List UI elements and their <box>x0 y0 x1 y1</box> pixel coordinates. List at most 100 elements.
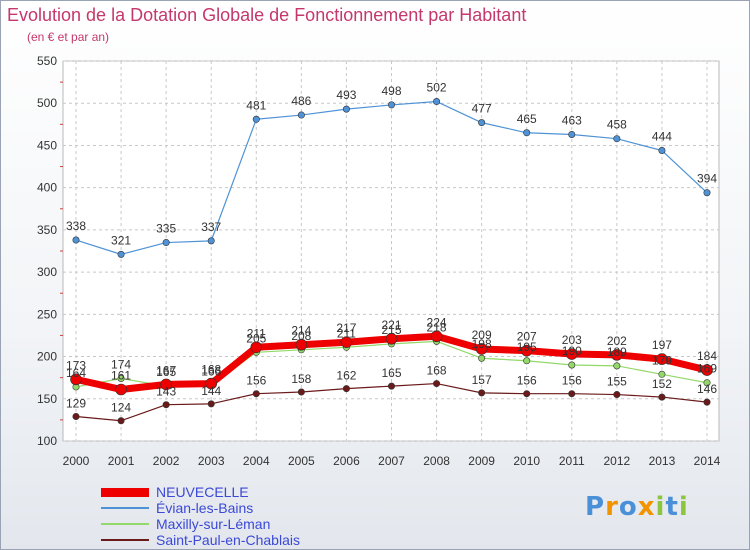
data-point <box>703 379 711 387</box>
data-point <box>252 390 260 398</box>
data-label: 493 <box>336 88 356 102</box>
legend-label: Maxilly-sur-Léman <box>156 516 271 532</box>
data-point <box>568 130 576 138</box>
x-tick-label: 2005 <box>288 454 315 468</box>
data-label: 202 <box>607 334 627 348</box>
data-point <box>205 377 218 390</box>
data-label: 481 <box>246 98 266 112</box>
data-label: 158 <box>291 372 311 386</box>
data-label: 164 <box>66 366 86 380</box>
data-point <box>565 348 578 360</box>
data-point <box>342 105 350 113</box>
data-point <box>658 370 666 378</box>
x-tick-label: 2010 <box>513 454 540 468</box>
x-tick-label: 2002 <box>153 454 180 468</box>
data-label: 168 <box>427 364 447 378</box>
data-point <box>703 189 711 197</box>
data-point <box>117 417 125 425</box>
data-label: 156 <box>517 374 537 388</box>
logo-letter: P <box>585 492 606 522</box>
data-label: 144 <box>201 384 221 398</box>
x-tick-label: 2001 <box>108 454 135 468</box>
logo-letter: i <box>678 492 689 522</box>
data-label: 174 <box>111 358 131 372</box>
data-point <box>207 237 215 245</box>
data-label: 486 <box>291 94 311 108</box>
plot-area <box>62 60 720 442</box>
data-label: 169 <box>697 362 717 376</box>
data-label: 167 <box>156 363 176 377</box>
x-tick-label: 2000 <box>63 454 90 468</box>
data-point <box>613 362 621 370</box>
data-point <box>613 391 621 399</box>
data-point <box>703 398 711 406</box>
legend-label: NEUVECELLE <box>156 484 249 500</box>
data-point <box>523 357 531 365</box>
data-point <box>523 390 531 398</box>
data-point <box>656 353 668 365</box>
data-point <box>70 373 82 386</box>
data-label: 184 <box>697 349 717 363</box>
legend-label: Saint-Paul-en-Chablais <box>156 532 300 548</box>
data-point <box>658 147 666 155</box>
data-label: 338 <box>66 219 86 233</box>
data-label: 205 <box>246 331 266 345</box>
data-label: 162 <box>336 369 356 383</box>
data-label: 224 <box>427 315 447 329</box>
data-point <box>297 388 305 396</box>
data-label: 211 <box>247 326 266 340</box>
data-label: 179 <box>652 353 672 367</box>
data-point <box>387 101 395 109</box>
data-label: 146 <box>697 382 717 396</box>
data-point <box>475 343 488 355</box>
y-tick-label: 200 <box>37 350 57 364</box>
data-label: 217 <box>336 321 356 335</box>
data-point <box>340 336 353 349</box>
y-tick-label: 300 <box>37 265 57 279</box>
logo-letter: t <box>665 492 679 522</box>
data-point <box>478 354 486 362</box>
data-label: 477 <box>472 102 492 116</box>
data-label: 155 <box>607 375 627 389</box>
data-label: 143 <box>156 385 176 399</box>
data-point <box>385 333 398 345</box>
legend-swatch <box>101 523 149 525</box>
data-label: 161 <box>111 368 131 382</box>
logo-letter: o <box>618 492 638 522</box>
data-point <box>523 129 531 137</box>
data-label: 198 <box>472 337 492 351</box>
data-label: 498 <box>381 84 401 98</box>
data-point <box>297 111 305 119</box>
data-point <box>568 361 576 369</box>
data-point <box>115 383 127 396</box>
data-label: 321 <box>111 233 131 247</box>
data-point <box>478 119 486 127</box>
data-label: 165 <box>156 365 176 379</box>
data-label: 157 <box>472 373 492 387</box>
data-label: 197 <box>652 338 672 352</box>
data-point <box>430 330 443 343</box>
x-tick-label: 2004 <box>243 454 270 468</box>
x-tick-label: 2003 <box>198 454 225 468</box>
data-point <box>117 375 125 383</box>
data-label: 203 <box>562 333 582 347</box>
y-tick-label: 350 <box>37 223 57 237</box>
data-label: 166 <box>201 364 221 378</box>
x-tick-label: 2008 <box>423 454 450 468</box>
data-label: 124 <box>111 401 131 415</box>
x-tick-label: 2009 <box>468 454 495 468</box>
data-label: 208 <box>291 329 311 343</box>
data-label: 218 <box>427 320 447 334</box>
data-point <box>658 393 666 401</box>
y-tick-label: 550 <box>37 54 57 68</box>
data-label: 335 <box>156 222 176 236</box>
y-tick-label: 400 <box>37 181 57 195</box>
data-label: 190 <box>562 344 582 358</box>
y-tick-label: 250 <box>37 307 57 321</box>
data-label: 463 <box>562 113 582 127</box>
legend-swatch <box>101 539 149 541</box>
data-point <box>342 385 350 393</box>
data-label: 156 <box>246 374 266 388</box>
data-label: 215 <box>381 323 401 337</box>
